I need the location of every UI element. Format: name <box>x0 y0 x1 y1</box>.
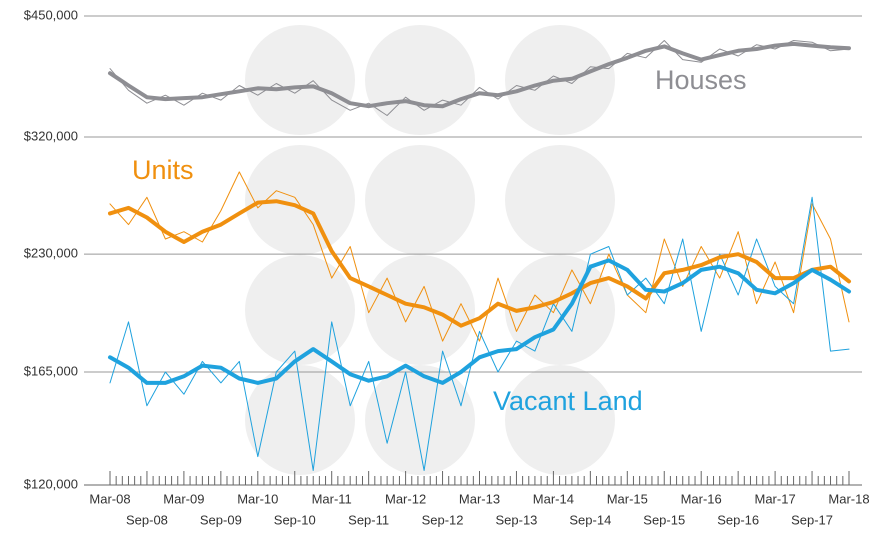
x-tick-label: Sep-11 <box>348 512 389 527</box>
series-label: Vacant Land <box>493 386 643 416</box>
y-tick-label: $165,000 <box>24 363 78 378</box>
x-tick-label: Mar-09 <box>163 491 204 506</box>
x-tick-label: Sep-15 <box>643 512 685 527</box>
x-tick-label: Sep-16 <box>717 512 759 527</box>
raw-line <box>109 196 850 471</box>
x-tick-label: Sep-09 <box>200 512 242 527</box>
x-tick-label: Sep-12 <box>422 512 464 527</box>
x-tick-label: Mar-10 <box>237 491 278 506</box>
series-label: Houses <box>655 65 747 95</box>
x-tick-label: Sep-08 <box>126 512 168 527</box>
y-tick-label: $230,000 <box>24 246 78 261</box>
x-tick-label: Sep-14 <box>569 512 611 527</box>
y-tick-label: $450,000 <box>24 7 78 22</box>
x-tick-label: Sep-10 <box>274 512 316 527</box>
x-tick-label: Mar-16 <box>681 491 722 506</box>
x-tick-label: Mar-15 <box>607 491 648 506</box>
x-tick-label: Mar-11 <box>312 491 352 506</box>
watermark <box>245 25 615 475</box>
trend-line <box>108 199 851 328</box>
x-tick-label: Mar-08 <box>89 491 130 506</box>
trend-line <box>108 41 851 109</box>
y-tick-label: $120,000 <box>24 476 78 491</box>
raw-line <box>109 171 850 342</box>
trend-line <box>108 258 851 385</box>
x-tick-label: Mar-17 <box>755 491 796 506</box>
x-tick-label: Mar-13 <box>459 491 500 506</box>
x-tick-label: Mar-18 <box>828 491 869 506</box>
x-tick-label: Sep-13 <box>495 512 537 527</box>
x-tick-label: Mar-14 <box>533 491 574 506</box>
series-label: Units <box>132 155 194 185</box>
x-tick-label: Mar-12 <box>385 491 426 506</box>
y-tick-label: $320,000 <box>24 128 78 143</box>
x-tick-label: Sep-17 <box>791 512 833 527</box>
